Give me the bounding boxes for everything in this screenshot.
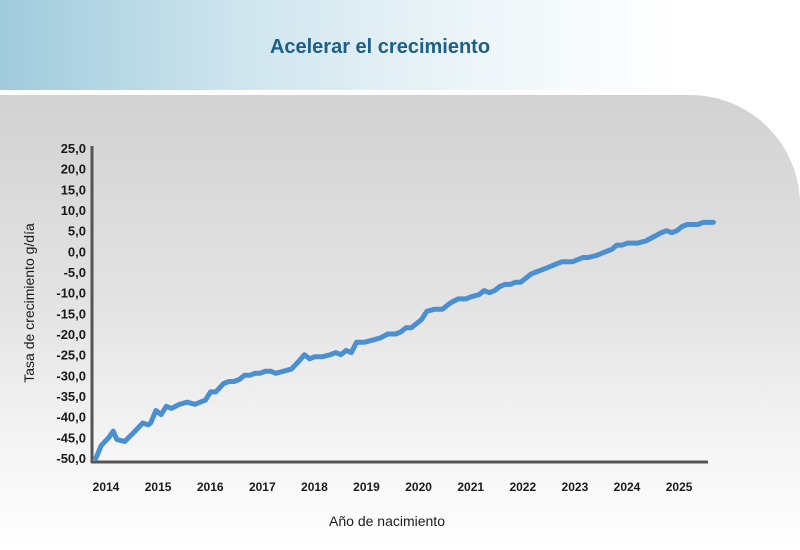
x-axis-label: Año de nacimiento — [329, 513, 445, 529]
y-tick-label: -35,0 — [56, 389, 86, 404]
x-axis-ticks: 2014 2015 2016 2017 2018 2019 2020 2021 2022 2023… — [93, 480, 693, 494]
x-tick-label: 2020 — [405, 480, 432, 494]
x-tick-label: 2017 — [249, 480, 276, 494]
x-tick-label: 2024 — [614, 480, 641, 494]
y-tick-label: -30,0 — [56, 368, 86, 383]
y-tick-label: -45,0 — [56, 430, 86, 445]
y-tick-label: -50,0 — [56, 451, 86, 466]
y-tick-label: 15,0 — [61, 182, 86, 197]
y-tick-label: -20,0 — [56, 327, 86, 342]
y-axis-label: Tasa de crecimiento g/día — [21, 223, 37, 383]
header-banner: Acelerar el crecimiento — [0, 0, 800, 90]
x-tick-label: 2016 — [197, 480, 224, 494]
x-tick-label: 2023 — [562, 480, 589, 494]
x-tick-label: 2014 — [93, 480, 120, 494]
x-tick-label: 2018 — [301, 480, 328, 494]
chart-title: Acelerar el crecimiento — [269, 36, 491, 58]
x-tick-label: 2022 — [509, 480, 536, 494]
y-tick-label: 5,0 — [68, 224, 86, 239]
y-tick-label: 10,0 — [61, 203, 86, 218]
chart-panel — [0, 95, 800, 550]
x-tick-label: 2021 — [457, 480, 484, 494]
y-tick-label: -10,0 — [56, 286, 86, 301]
y-tick-label: -40,0 — [56, 410, 86, 425]
x-tick-label: 2019 — [353, 480, 380, 494]
y-axis-ticks: 25,0 20,0 15,0 10,0 5,0 0,0 -5,0 -10,0 -15,0 -20,… — [56, 141, 86, 466]
series-line — [93, 219, 716, 461]
y-tick-label: 0,0 — [68, 244, 86, 259]
x-tick-label: 2025 — [666, 480, 693, 494]
y-tick-label: 25,0 — [61, 141, 86, 156]
y-tick-label: -25,0 — [56, 348, 86, 363]
y-tick-label: -5,0 — [64, 265, 86, 280]
x-tick-label: 2015 — [145, 480, 172, 494]
y-tick-label: 20,0 — [61, 162, 86, 177]
y-tick-label: -15,0 — [56, 306, 86, 321]
